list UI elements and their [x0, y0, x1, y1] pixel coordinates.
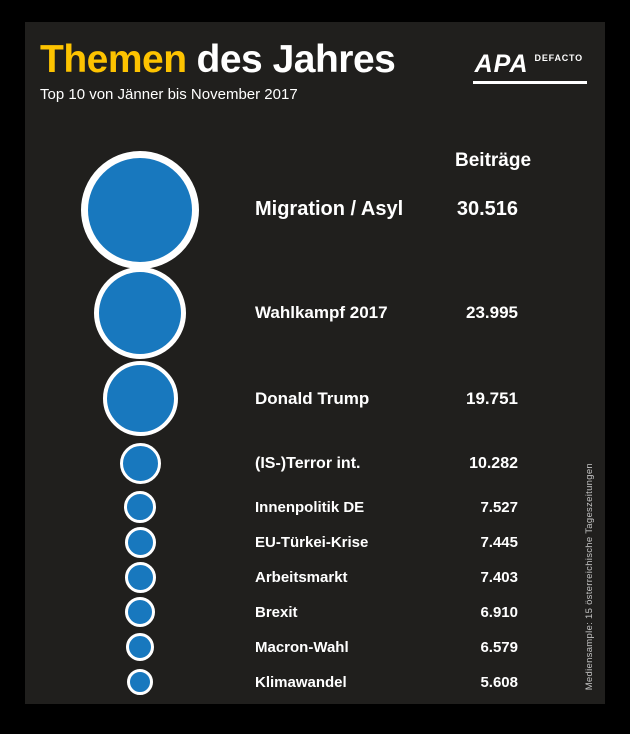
header: Themen des Jahres Top 10 von Jänner bis N…: [25, 22, 605, 103]
topic-bubble: [124, 561, 156, 593]
bubble-cell: [25, 597, 255, 628]
chart-row: EU-Türkei-Krise 7.445: [25, 525, 518, 560]
value-label: 6.579: [480, 638, 518, 656]
bubble-cell: [25, 361, 255, 437]
topic-bubble: [124, 526, 156, 558]
page-title-highlight: Themen: [40, 38, 187, 81]
apa-defacto-logo: APA DEFACTO: [472, 50, 587, 84]
chart-row: (IS-)Terror int. 10.282: [25, 438, 518, 490]
value-label: 10.282: [469, 454, 518, 472]
topic-label: Innenpolitik DE: [255, 498, 365, 516]
page-subtitle: Top 10 von Jänner bis November 2017: [40, 85, 298, 103]
value-label: 30.516: [456, 198, 518, 221]
bubble-cell: [25, 633, 255, 662]
value-label: 7.403: [480, 568, 518, 586]
topic-label: Klimawandel: [255, 673, 347, 691]
topic-bubble: [81, 150, 199, 269]
chart-frame: Themen des Jahres Top 10 von Jänner bis N…: [25, 22, 605, 704]
value-label: 23.995: [466, 303, 518, 323]
topic-bubble: [119, 443, 161, 485]
page-title-rest: des Jahres: [196, 38, 396, 81]
topic-label: EU-Türkei-Krise: [255, 533, 369, 551]
topic-bubble: [94, 267, 186, 360]
source-note: Mediensample: 15 österreichische Tagesze…: [584, 462, 595, 690]
chart-row: Klimawandel 5.608: [25, 665, 518, 700]
topic-label: (IS-)Terror int.: [255, 454, 361, 472]
bubble-cell: [25, 443, 255, 485]
chart-row: Wahlkampf 2017 23.995: [25, 267, 518, 360]
bubble-cell: [25, 669, 255, 696]
topic-label: Arbeitsmarkt: [255, 568, 348, 586]
topic-label: Brexit: [255, 603, 298, 621]
page-title: Themen des Jahres: [40, 38, 590, 81]
defacto-logo-text: DEFACTO: [534, 53, 583, 63]
value-label: 7.445: [480, 533, 518, 551]
chart-row: Brexit 6.910: [25, 595, 518, 630]
bubble-cell: [25, 526, 255, 558]
bubble-cell: [25, 561, 255, 593]
value-label: 7.527: [480, 498, 518, 516]
chart-row: Arbeitsmarkt 7.403: [25, 560, 518, 595]
chart-row: Macron-Wahl 6.579: [25, 630, 518, 665]
chart-rows: Migration / Asyl 30.516 Wahlkampf 2017 23.9…: [25, 150, 605, 700]
topic-label: Wahlkampf 2017: [255, 303, 388, 323]
topic-bubble: [126, 633, 154, 662]
bubble-cell: [25, 491, 255, 524]
chart-row: Innenpolitik DE 7.527: [25, 490, 518, 525]
bubble-cell: [25, 150, 255, 269]
chart-row: Donald Trump 19.751: [25, 360, 518, 438]
chart-row: Migration / Asyl 30.516: [25, 150, 518, 269]
value-label: 6.910: [480, 603, 518, 621]
topic-label: Donald Trump: [255, 388, 370, 408]
value-label: 19.751: [466, 388, 518, 408]
topic-bubble: [127, 669, 153, 696]
topic-bubble: [124, 491, 156, 524]
topic-bubble: [102, 361, 178, 437]
topic-label: Migration / Asyl: [255, 198, 404, 221]
bubble-cell: [25, 267, 255, 360]
value-column-header: Beiträge: [455, 150, 532, 171]
topic-label: Macron-Wahl: [255, 638, 349, 656]
value-label: 5.608: [480, 673, 518, 691]
apa-logo-text: APA: [474, 50, 529, 78]
topic-bubble: [125, 597, 155, 628]
